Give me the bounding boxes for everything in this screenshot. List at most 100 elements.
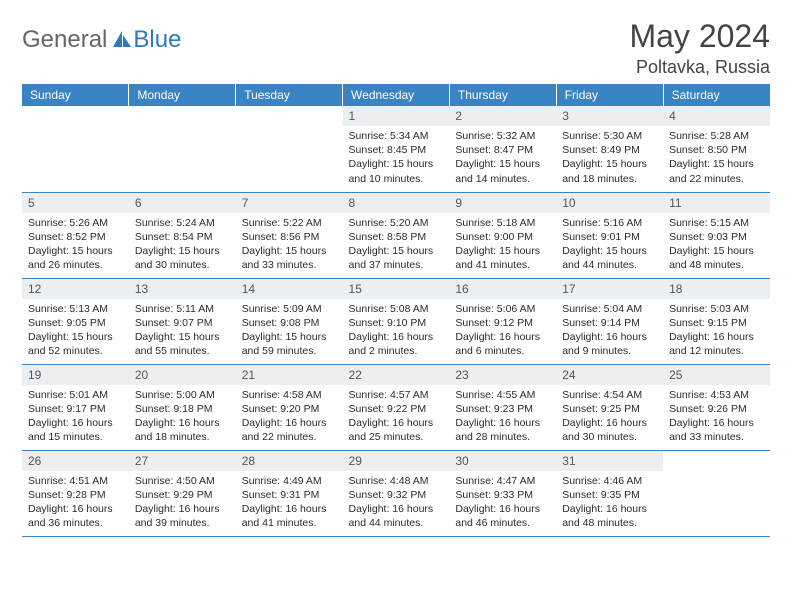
daylight-line: Daylight: 16 hours and 2 minutes. — [349, 330, 444, 358]
calendar-day-cell: 13Sunrise: 5:11 AMSunset: 9:07 PMDayligh… — [129, 278, 236, 364]
daylight-line: Daylight: 16 hours and 15 minutes. — [28, 416, 123, 444]
weekday-row: SundayMondayTuesdayWednesdayThursdayFrid… — [22, 84, 770, 106]
sunrise-line: Sunrise: 5:32 AM — [455, 129, 550, 143]
day-number: 8 — [343, 193, 450, 213]
daylight-line: Daylight: 16 hours and 39 minutes. — [135, 502, 230, 530]
daylight-line: Daylight: 16 hours and 28 minutes. — [455, 416, 550, 444]
daylight-line: Daylight: 15 hours and 30 minutes. — [135, 244, 230, 272]
day-body: Sunrise: 5:32 AMSunset: 8:47 PMDaylight:… — [449, 126, 556, 189]
day-body: Sunrise: 4:49 AMSunset: 9:31 PMDaylight:… — [236, 471, 343, 534]
sunset-line: Sunset: 8:49 PM — [562, 143, 657, 157]
sunrise-line: Sunrise: 5:30 AM — [562, 129, 657, 143]
sunset-line: Sunset: 8:56 PM — [242, 230, 337, 244]
calendar-day-cell: 14Sunrise: 5:09 AMSunset: 9:08 PMDayligh… — [236, 278, 343, 364]
brand-logo: General Blue — [22, 26, 181, 54]
weekday-header: Wednesday — [343, 84, 450, 106]
daylight-line: Daylight: 16 hours and 6 minutes. — [455, 330, 550, 358]
day-body: Sunrise: 5:18 AMSunset: 9:00 PMDaylight:… — [449, 213, 556, 276]
day-body: Sunrise: 4:46 AMSunset: 9:35 PMDaylight:… — [556, 471, 663, 534]
daylight-line: Daylight: 15 hours and 33 minutes. — [242, 244, 337, 272]
day-number: 6 — [129, 193, 236, 213]
sail-icon — [111, 29, 133, 52]
day-body: Sunrise: 4:53 AMSunset: 9:26 PMDaylight:… — [663, 385, 770, 448]
calendar-day-cell: 26Sunrise: 4:51 AMSunset: 9:28 PMDayligh… — [22, 450, 129, 536]
daylight-line: Daylight: 16 hours and 30 minutes. — [562, 416, 657, 444]
daylight-line: Daylight: 15 hours and 59 minutes. — [242, 330, 337, 358]
calendar-day-cell: .. — [663, 450, 770, 536]
calendar-day-cell: 1Sunrise: 5:34 AMSunset: 8:45 PMDaylight… — [343, 106, 450, 192]
daylight-line: Daylight: 16 hours and 46 minutes. — [455, 502, 550, 530]
sunrise-line: Sunrise: 5:26 AM — [28, 216, 123, 230]
calendar-week-row: 5Sunrise: 5:26 AMSunset: 8:52 PMDaylight… — [22, 192, 770, 278]
sunset-line: Sunset: 8:58 PM — [349, 230, 444, 244]
daylight-line: Daylight: 15 hours and 48 minutes. — [669, 244, 764, 272]
sunrise-line: Sunrise: 5:20 AM — [349, 216, 444, 230]
calendar-day-cell: 18Sunrise: 5:03 AMSunset: 9:15 PMDayligh… — [663, 278, 770, 364]
sunset-line: Sunset: 9:07 PM — [135, 316, 230, 330]
weekday-header: Tuesday — [236, 84, 343, 106]
sunset-line: Sunset: 9:23 PM — [455, 402, 550, 416]
sunrise-line: Sunrise: 5:22 AM — [242, 216, 337, 230]
calendar-week-row: 26Sunrise: 4:51 AMSunset: 9:28 PMDayligh… — [22, 450, 770, 536]
sunrise-line: Sunrise: 4:48 AM — [349, 474, 444, 488]
day-number: 22 — [343, 365, 450, 385]
sunrise-line: Sunrise: 5:15 AM — [669, 216, 764, 230]
day-body: Sunrise: 5:04 AMSunset: 9:14 PMDaylight:… — [556, 299, 663, 362]
calendar-day-cell: 8 Sunrise: 5:20 AMSunset: 8:58 PMDaylight… — [343, 192, 450, 278]
sunrise-line: Sunrise: 5:06 AM — [455, 302, 550, 316]
sunset-line: Sunset: 9:33 PM — [455, 488, 550, 502]
day-number: 18 — [663, 279, 770, 299]
sunset-line: Sunset: 9:26 PM — [669, 402, 764, 416]
day-body: Sunrise: 5:09 AMSunset: 9:08 PMDaylight:… — [236, 299, 343, 362]
sunset-line: Sunset: 8:47 PM — [455, 143, 550, 157]
sunrise-line: Sunrise: 4:54 AM — [562, 388, 657, 402]
calendar-day-cell: 30Sunrise: 4:47 AMSunset: 9:33 PMDayligh… — [449, 450, 556, 536]
weekday-header: Thursday — [449, 84, 556, 106]
calendar-day-cell: 23Sunrise: 4:55 AMSunset: 9:23 PMDayligh… — [449, 364, 556, 450]
sunset-line: Sunset: 8:50 PM — [669, 143, 764, 157]
daylight-line: Daylight: 15 hours and 55 minutes. — [135, 330, 230, 358]
brand-text-blue: Blue — [133, 26, 181, 54]
day-number: 4 — [663, 106, 770, 126]
sunset-line: Sunset: 9:32 PM — [349, 488, 444, 502]
day-number: 19 — [22, 365, 129, 385]
daylight-line: Daylight: 16 hours and 36 minutes. — [28, 502, 123, 530]
day-number: 23 — [449, 365, 556, 385]
sunrise-line: Sunrise: 4:47 AM — [455, 474, 550, 488]
day-number: 10 — [556, 193, 663, 213]
title-block: May 2024 Poltavka, Russia — [629, 18, 770, 78]
daylight-line: Daylight: 16 hours and 41 minutes. — [242, 502, 337, 530]
sunset-line: Sunset: 9:22 PM — [349, 402, 444, 416]
day-number: 15 — [343, 279, 450, 299]
day-body: Sunrise: 4:54 AMSunset: 9:25 PMDaylight:… — [556, 385, 663, 448]
day-number: 21 — [236, 365, 343, 385]
day-body: Sunrise: 5:03 AMSunset: 9:15 PMDaylight:… — [663, 299, 770, 362]
calendar-day-cell: 24Sunrise: 4:54 AMSunset: 9:25 PMDayligh… — [556, 364, 663, 450]
weekday-header: Monday — [129, 84, 236, 106]
daylight-line: Daylight: 15 hours and 37 minutes. — [349, 244, 444, 272]
sunrise-line: Sunrise: 4:51 AM — [28, 474, 123, 488]
day-body: Sunrise: 5:01 AMSunset: 9:17 PMDaylight:… — [22, 385, 129, 448]
day-number: 14 — [236, 279, 343, 299]
sunset-line: Sunset: 8:52 PM — [28, 230, 123, 244]
calendar-day-cell: 2Sunrise: 5:32 AMSunset: 8:47 PMDaylight… — [449, 106, 556, 192]
sunrise-line: Sunrise: 4:50 AM — [135, 474, 230, 488]
day-body: Sunrise: 5:13 AMSunset: 9:05 PMDaylight:… — [22, 299, 129, 362]
sunrise-line: Sunrise: 4:46 AM — [562, 474, 657, 488]
day-number: 9 — [449, 193, 556, 213]
sunset-line: Sunset: 9:18 PM — [135, 402, 230, 416]
day-number: 1 — [343, 106, 450, 126]
daylight-line: Daylight: 15 hours and 26 minutes. — [28, 244, 123, 272]
calendar-day-cell: .. — [22, 106, 129, 192]
calendar-day-cell: 3Sunrise: 5:30 AMSunset: 8:49 PMDaylight… — [556, 106, 663, 192]
sunset-line: Sunset: 9:31 PM — [242, 488, 337, 502]
header: General Blue May 2024 Poltavka, Russia — [22, 18, 770, 78]
daylight-line: Daylight: 16 hours and 33 minutes. — [669, 416, 764, 444]
day-body: Sunrise: 5:24 AMSunset: 8:54 PMDaylight:… — [129, 213, 236, 276]
sunrise-line: Sunrise: 5:16 AM — [562, 216, 657, 230]
day-number: 11 — [663, 193, 770, 213]
calendar-day-cell: 21Sunrise: 4:58 AMSunset: 9:20 PMDayligh… — [236, 364, 343, 450]
calendar-day-cell: 31Sunrise: 4:46 AMSunset: 9:35 PMDayligh… — [556, 450, 663, 536]
sunset-line: Sunset: 9:20 PM — [242, 402, 337, 416]
calendar-day-cell: 11Sunrise: 5:15 AMSunset: 9:03 PMDayligh… — [663, 192, 770, 278]
